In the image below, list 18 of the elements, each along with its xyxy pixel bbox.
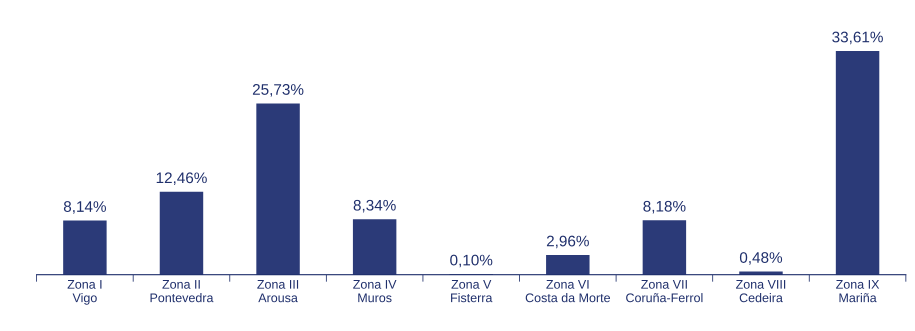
data-label: 12,46% bbox=[156, 172, 207, 186]
data-label: 8,14% bbox=[64, 201, 106, 214]
data-label: 25,73% bbox=[252, 84, 304, 97]
data-label: 0,48% bbox=[740, 252, 782, 265]
x-tick-label: Zona I Vigo bbox=[68, 280, 102, 305]
x-tick-label: Zona IX Mariña bbox=[836, 280, 880, 302]
x-tick-label: Zona IV Muros bbox=[353, 280, 396, 302]
data-label: 2,96% bbox=[546, 236, 589, 248]
x-tick-label: Zona II Pontevedra bbox=[150, 280, 214, 302]
data-label: 8,34% bbox=[354, 200, 396, 212]
x-tick-label: Zona III Arousa bbox=[257, 280, 298, 302]
data-label: 33,61% bbox=[832, 32, 883, 44]
x-tick-label: Zona VII Coruña-Ferrol bbox=[626, 280, 702, 302]
data-label: 8,18% bbox=[643, 200, 686, 214]
x-tick-label: Zona V Fisterra bbox=[451, 280, 492, 302]
x-tick-label: Zona VIII Cedeira bbox=[736, 280, 786, 302]
x-tick-label: Zona VI Costa da Morte bbox=[526, 280, 610, 302]
data-label: 0,10% bbox=[450, 254, 492, 268]
